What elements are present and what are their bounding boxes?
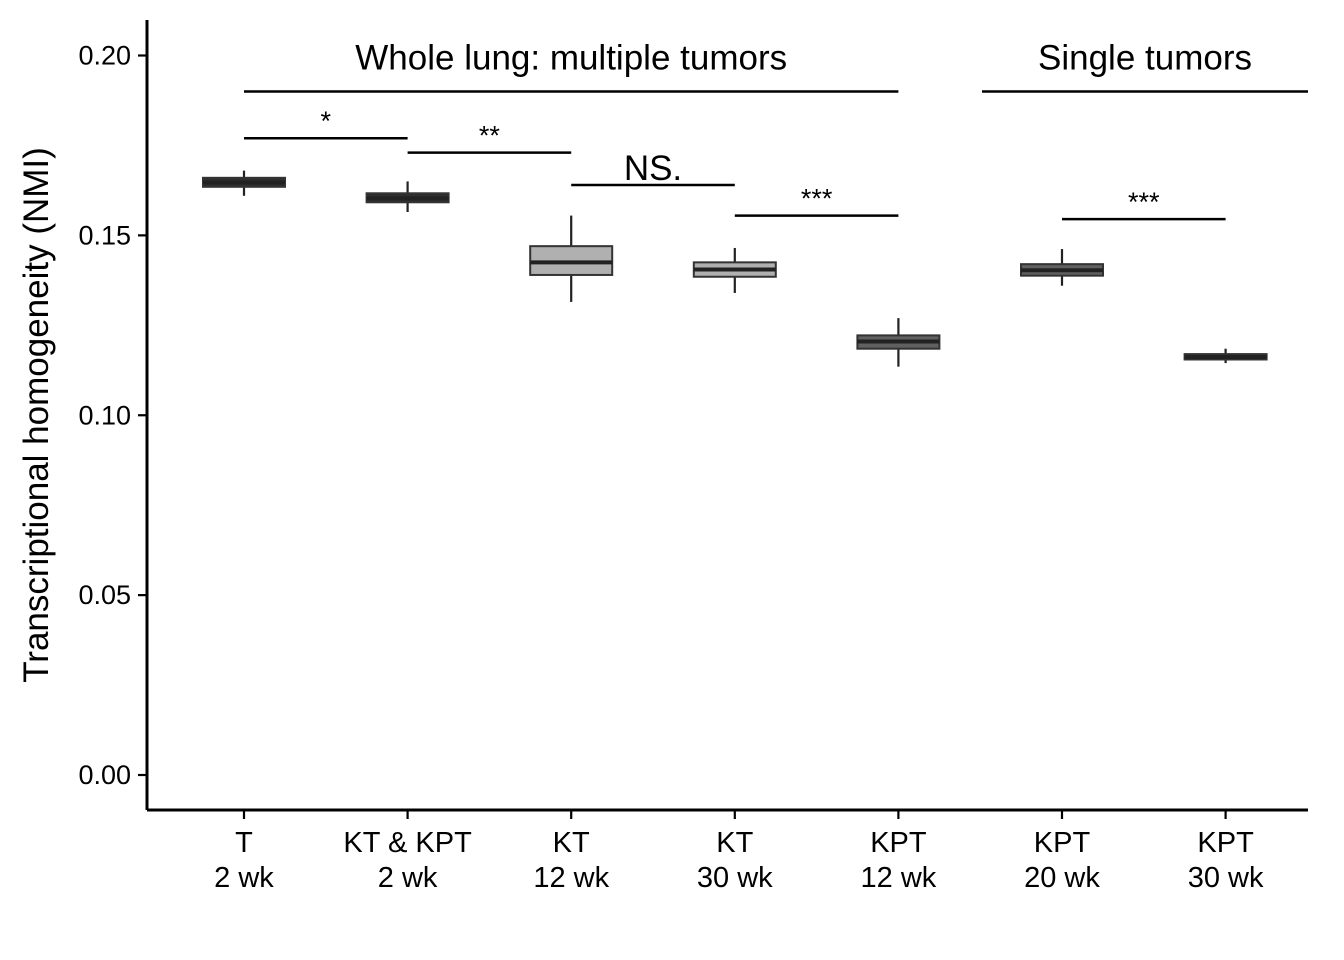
y-tick-label: 0.10	[78, 400, 131, 430]
x-tick-label-line2: 12 wk	[533, 862, 609, 894]
y-tick-label: 0.05	[78, 580, 131, 610]
y-tick-label: 0.15	[78, 220, 131, 250]
x-tick-label-line2: 30 wk	[1188, 862, 1264, 894]
significance-label: NS.	[624, 149, 682, 188]
significance-label: *	[321, 106, 332, 136]
x-tick-label-line1: T	[235, 827, 253, 859]
x-tick-label-line1: KPT	[870, 827, 927, 859]
x-tick-label-line1: KT & KPT	[343, 827, 472, 859]
y-tick-label: 0.20	[78, 41, 131, 71]
x-tick-label-line1: KPT	[1197, 827, 1254, 859]
x-tick-label-line2: 12 wk	[861, 862, 937, 894]
x-tick-label-line1: KT	[553, 827, 590, 859]
significance-label: ***	[801, 184, 833, 214]
x-tick-label-line2: 20 wk	[1024, 862, 1100, 894]
x-tick-label-line1: KT	[716, 827, 753, 859]
group-label: Whole lung: multiple tumors	[355, 38, 787, 77]
x-tick-label-line1: KPT	[1034, 827, 1091, 859]
significance-label: **	[479, 121, 501, 151]
y-axis-title: Transcriptional homogeneity (NMI)	[17, 147, 56, 683]
x-tick-label-line2: 2 wk	[214, 862, 274, 894]
group-label: Single tumors	[1038, 38, 1252, 77]
y-tick-label: 0.00	[78, 760, 131, 790]
x-tick-label-line2: 2 wk	[378, 862, 438, 894]
x-tick-label-line2: 30 wk	[697, 862, 773, 894]
significance-label: ***	[1128, 187, 1160, 217]
